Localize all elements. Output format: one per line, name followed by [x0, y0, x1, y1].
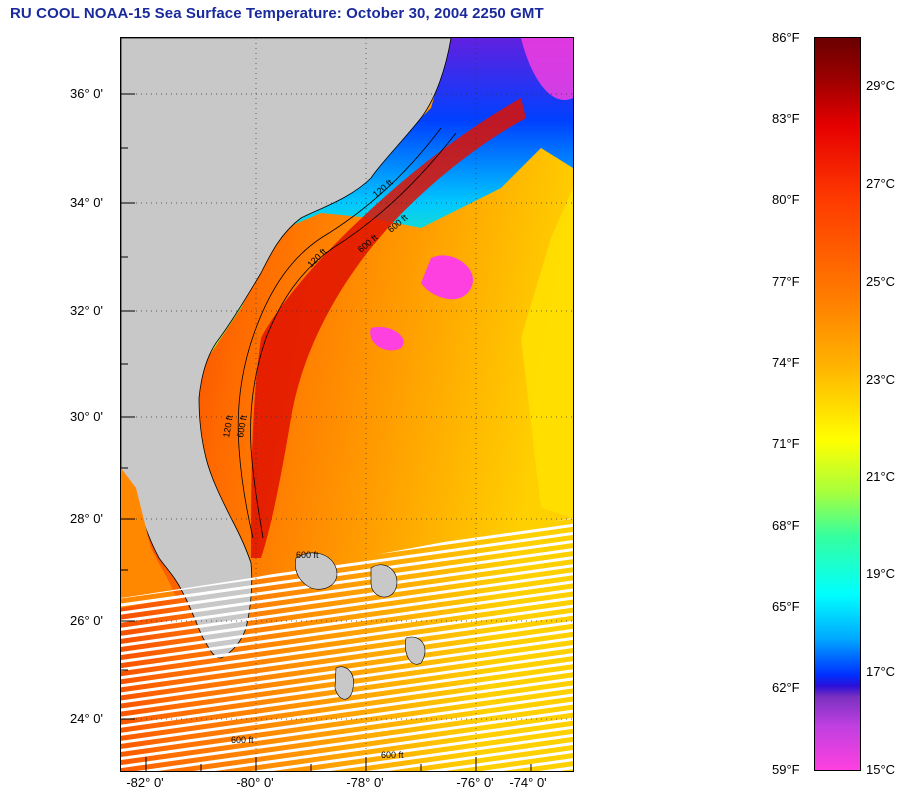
bahamas-island: [334, 666, 354, 700]
lon-label: -78° 0': [346, 775, 384, 790]
lat-label: 24° 0': [70, 711, 103, 726]
sst-map-svg: 120 ft 600 ft 120 ft 600 ft 120 ft 600 f…: [121, 38, 573, 771]
colorbar-c-label: 29°C: [866, 78, 896, 93]
gulf-waters: [121, 468, 176, 608]
bahamas-island: [405, 636, 426, 665]
contour-600ft: [250, 132, 457, 539]
colorbar-f-label: 71°F: [772, 436, 800, 451]
lat-label: 32° 0': [70, 303, 103, 318]
colorbar-f-label: 68°F: [772, 518, 800, 533]
graticule: [121, 38, 573, 771]
lat-label: 36° 0': [70, 86, 103, 101]
lat-label: 34° 0': [70, 195, 103, 210]
colorbar-f-label: 74°F: [772, 355, 800, 370]
colorbar-f-label: 83°F: [772, 111, 800, 126]
lat-label: 26° 0': [70, 613, 103, 628]
bahamas-island: [295, 552, 338, 590]
colorbar-c-label: 23°C: [866, 372, 896, 387]
bahamas-island: [370, 564, 398, 598]
lat-label: 30° 0': [70, 409, 103, 424]
lat-label: 28° 0': [70, 511, 103, 526]
axis-ticks: [121, 93, 532, 771]
colorbar-f-label: 86°F: [772, 30, 800, 45]
lon-label: -76° 0': [456, 775, 494, 790]
colorbar-f-label: 65°F: [772, 599, 800, 614]
cloud-patch: [521, 38, 573, 100]
colorbar-c-label: 25°C: [866, 274, 896, 289]
contour-label: 600 ft: [231, 735, 254, 745]
lon-label: -80° 0': [236, 775, 274, 790]
colorbar-f-label: 62°F: [772, 680, 800, 695]
contour-label: 120 ft: [221, 414, 235, 438]
warm-eastern-waters: [521, 38, 573, 518]
lon-label: -82° 0': [126, 775, 164, 790]
contour-label: 600 ft: [235, 414, 249, 438]
contour-120ft: [237, 127, 442, 539]
map-title: RU COOL NOAA-15 Sea Surface Temperature:…: [10, 5, 544, 22]
cloud-patch: [421, 255, 473, 300]
cloud-patch: [370, 327, 404, 351]
colorbar-f-label: 77°F: [772, 274, 800, 289]
temperature-colorbar: [814, 37, 861, 771]
gulf-stream-core: [251, 98, 526, 558]
colorbar-c-label: 15°C: [866, 762, 896, 777]
swath-gap-stripes: [121, 518, 573, 771]
sst-map: 120 ft 600 ft 120 ft 600 ft 120 ft 600 f…: [120, 37, 574, 772]
colorbar-f-label: 80°F: [772, 192, 800, 207]
lon-label: -74° 0': [509, 775, 547, 790]
colorbar-c-label: 17°C: [866, 664, 896, 679]
contour-label: 600 ft: [381, 750, 404, 760]
contour-label: 600 ft: [296, 550, 319, 560]
colorbar-c-label: 21°C: [866, 469, 896, 484]
colorbar-c-label: 27°C: [866, 176, 896, 191]
colorbar-c-label: 19°C: [866, 566, 896, 581]
colorbar-f-label: 59°F: [772, 762, 800, 777]
